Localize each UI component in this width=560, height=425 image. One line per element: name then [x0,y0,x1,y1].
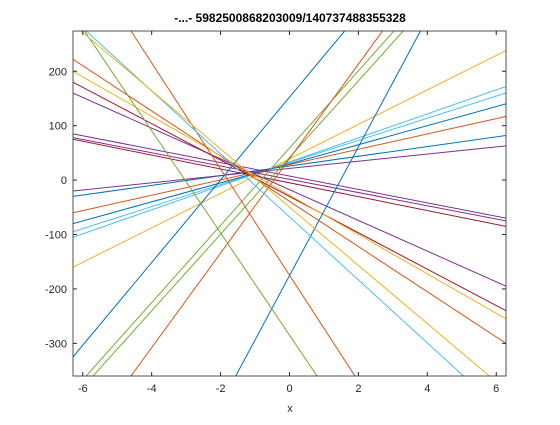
line [130,31,356,376]
line [92,31,404,376]
y-tick-label: -100 [45,230,67,242]
line [73,115,506,214]
line [73,58,506,344]
lines [73,31,506,376]
line [73,133,506,219]
line [235,31,421,376]
line [73,31,346,358]
y-tick-label: 200 [49,66,67,78]
line [73,137,506,222]
x-tick-label: 0 [286,383,292,395]
line [73,92,506,287]
y-tick-label: -300 [45,338,67,350]
x-tick-label: 4 [424,383,430,395]
line [73,92,506,233]
line [73,134,506,197]
y-tick-label: 100 [49,121,67,133]
line [130,31,383,376]
y-tick-label: 0 [61,175,67,187]
line [73,138,506,227]
x-tick-label: 2 [355,383,361,395]
chart-title: -...- 5982500868203009/140737488355328 [174,11,406,25]
line [73,70,506,320]
line [73,103,506,225]
line [80,31,490,376]
line [85,31,395,376]
x-tick-label: 6 [493,383,499,395]
x-tick-label: -6 [78,383,88,395]
x-axis-label: x [287,403,293,415]
x-tick-label: -4 [147,383,157,395]
line [84,31,318,376]
line [73,145,506,192]
line [73,86,506,238]
y-tick-label: -200 [45,284,67,296]
x-tick-label: -2 [216,383,226,395]
